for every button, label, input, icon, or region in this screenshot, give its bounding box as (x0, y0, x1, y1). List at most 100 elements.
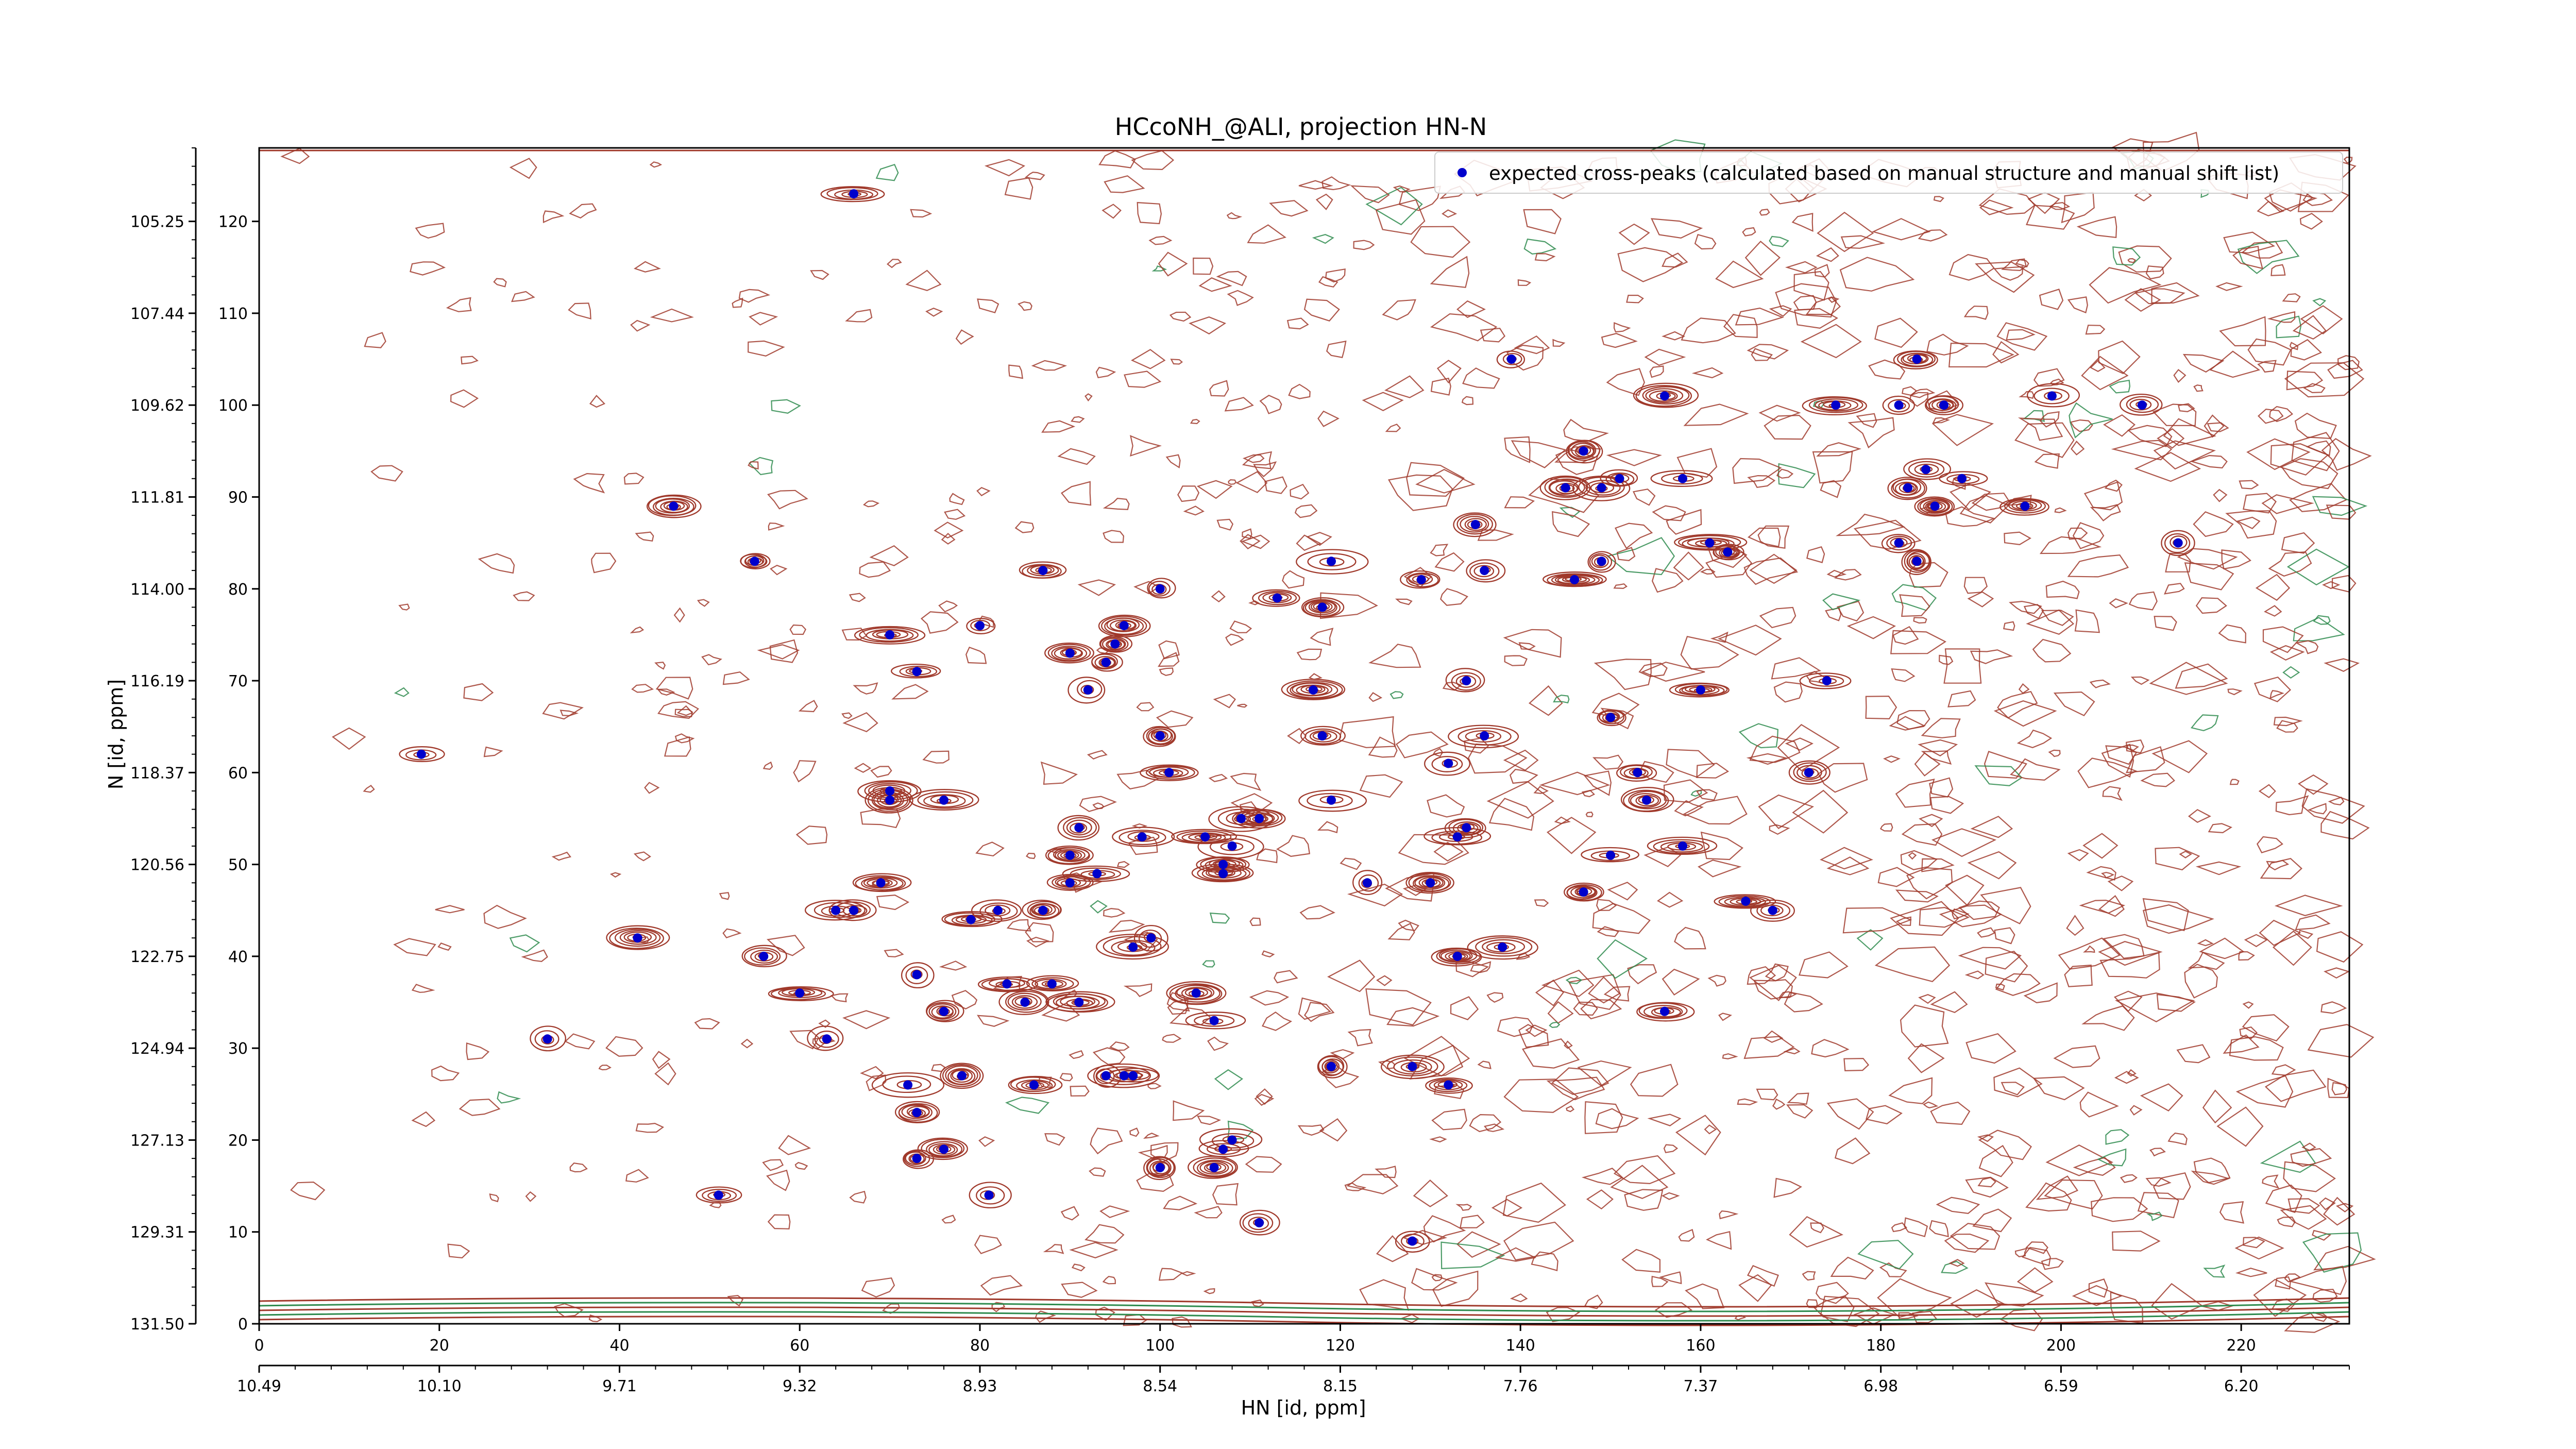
noise-contour (766, 1169, 790, 1191)
peak-contour-level (1539, 475, 1591, 500)
noise-contour (2054, 507, 2067, 513)
noise-contour (2237, 240, 2300, 274)
noise-contour (2323, 1197, 2355, 1226)
cross-peak-marker (1155, 731, 1165, 740)
noise-contour (1242, 528, 1252, 540)
peak-contour-group (1750, 899, 1795, 922)
noise-contour (1247, 224, 1286, 244)
noise-contour (1874, 317, 1918, 348)
noise-contour (644, 782, 660, 794)
cross-peak-marker (1236, 814, 1246, 823)
peak-contour-level (1650, 470, 1713, 487)
noise-contour (2050, 378, 2064, 386)
noise-contour (1196, 480, 1233, 499)
peak-contour-level (1309, 730, 1337, 743)
noise-contour (1909, 562, 1948, 588)
noise-contour (1198, 277, 1232, 292)
peak-contour-group (941, 911, 1003, 928)
peak-contour-level (1301, 597, 1345, 618)
noise-contour (513, 591, 535, 601)
noise-contour (1694, 233, 1717, 250)
noise-contour (415, 223, 445, 239)
noise-contour (1376, 1235, 1409, 1262)
peak-contour-level (981, 978, 1030, 991)
noise-contour (410, 261, 446, 276)
peak-contour-level (863, 877, 898, 889)
peak-contour-level (1395, 1231, 1430, 1253)
noise-contour (2190, 454, 2228, 469)
cross-peak-marker (1597, 557, 1606, 566)
noise-contour (1041, 420, 1076, 433)
peak-contour-level (2126, 396, 2159, 413)
noise-contour (1930, 796, 1964, 814)
noise-contour (655, 677, 693, 700)
noise-contour (2193, 1157, 2231, 1184)
peak-contour-level (1147, 578, 1176, 599)
noise-contour (920, 611, 959, 634)
noise-contour (1749, 553, 1798, 584)
noise-contour (1518, 1024, 1549, 1048)
cross-peak-marker (750, 557, 759, 566)
noise-contour (569, 1162, 588, 1173)
noise-contour (1319, 1118, 1348, 1142)
noise-contour (2127, 744, 2139, 751)
noise-contour (2295, 640, 2319, 654)
noise-contour (1930, 991, 1968, 1014)
cross-peak-marker (633, 933, 642, 943)
noise-contour (1173, 1100, 1205, 1121)
noise-contour (431, 1065, 460, 1082)
noise-contour (1294, 504, 1318, 518)
peak-contour-level (1096, 934, 1169, 960)
cross-peak-marker (2020, 501, 2030, 511)
noise-contour (1895, 889, 1939, 903)
noise-contour (1892, 626, 1919, 645)
noise-contour (664, 736, 691, 757)
noise-contour (1676, 448, 1718, 478)
noise-contour (1932, 417, 1950, 424)
cross-peak-marker (1426, 878, 1435, 888)
noise-contour (2337, 355, 2360, 370)
peak-contour-level (1750, 899, 1795, 922)
noise-contour (2203, 1265, 2226, 1278)
noise-contour (1931, 828, 1997, 857)
noise-contour (1641, 661, 1705, 682)
cross-peak-marker (1309, 685, 1318, 695)
noise-contour (332, 727, 366, 750)
noise-contour (1747, 966, 1776, 985)
noise-contour (2229, 1036, 2284, 1061)
cross-peak-marker (1561, 483, 1570, 493)
peak-contour-level (1544, 476, 1588, 498)
noise-contour (1939, 904, 2003, 928)
noise-contour (1330, 1049, 1355, 1059)
noise-contour (625, 1169, 649, 1183)
peak-contour-level (854, 626, 926, 645)
noise-contour (2128, 591, 2158, 611)
noise-contour (2258, 408, 2284, 424)
peak-contour-level (1891, 478, 1925, 499)
baseline-artifact-contour (259, 1297, 2350, 1308)
noise-contour (2242, 1001, 2254, 1009)
noise-contour (757, 644, 800, 660)
noise-contour (1327, 959, 1376, 992)
noise-contour (697, 599, 710, 607)
noise-contour (466, 1042, 490, 1060)
noise-contour (2262, 1174, 2280, 1189)
peak-contour-level (534, 1030, 560, 1048)
noise-contour (1627, 964, 1657, 985)
y-ppm-tick-label: 120.56 (130, 856, 184, 874)
noise-contour (1315, 193, 1333, 210)
noise-contour (2282, 666, 2300, 679)
noise-contour (2097, 1148, 2127, 1167)
x-ppm-tick-label: 8.93 (963, 1377, 997, 1395)
noise-contour (1298, 180, 1333, 190)
peak-contour-level (1405, 872, 1454, 894)
noise-contour (1528, 685, 1563, 716)
noise-contour (1747, 527, 1781, 548)
noise-contour (1657, 891, 1684, 908)
noise-contour (2209, 350, 2261, 378)
noise-contour (1613, 1155, 1676, 1185)
peak-contour-level (807, 1025, 844, 1051)
peak-contour-level (1062, 865, 1130, 882)
noise-contour (2179, 850, 2193, 858)
peak-contour-level (1153, 1161, 1170, 1174)
